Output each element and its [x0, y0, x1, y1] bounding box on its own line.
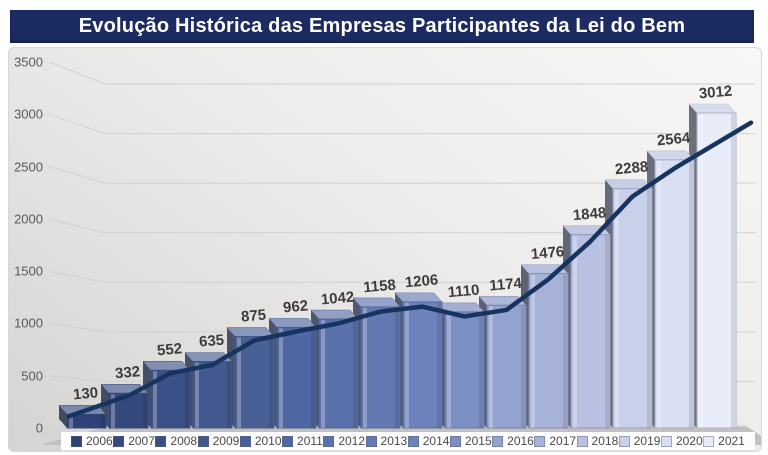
- legend-item-2011: 2011: [282, 434, 323, 448]
- y-tick-3500: 3500: [14, 54, 43, 70]
- legend-item-2018: 2018: [576, 434, 619, 448]
- legend-label-2015: 2015: [464, 434, 492, 448]
- bar-value-label-2017: 1476: [530, 243, 565, 263]
- legend-label-2012: 2012: [338, 434, 366, 448]
- bar-2021: [688, 103, 737, 429]
- bar-value-label-2009: 635: [198, 332, 224, 351]
- legend-label-2006: 2006: [86, 434, 113, 448]
- chart-legend: 2006 2007 2008 2009 2010 2011 2012 2013 2014 2015…: [61, 432, 755, 451]
- bar-value-label-2013: 1158: [363, 277, 397, 297]
- y-tick-500: 500: [21, 368, 43, 384]
- y-tick-0: 0: [35, 420, 43, 436]
- bar-2020: [646, 150, 695, 429]
- legend-swatch-2012: [323, 435, 335, 447]
- bar-value-label-2020: 2564: [656, 129, 691, 149]
- legend-label-2014: 2014: [422, 434, 450, 448]
- legend-label-2020: 2020: [675, 434, 703, 448]
- gridline-3000: [48, 113, 755, 135]
- bar-2018: [562, 225, 611, 429]
- legend-swatch-2006: [71, 435, 82, 447]
- legend-label-2007: 2007: [128, 434, 155, 448]
- gridline-2000: [48, 218, 755, 234]
- legend-swatch-2016: [492, 435, 504, 447]
- legend-item-2015: 2015: [449, 434, 492, 448]
- legend-swatch-2010: [239, 435, 251, 447]
- bar-value-label-2007: 332: [114, 363, 140, 382]
- bar-value-label-2019: 2288: [614, 158, 649, 178]
- bar-value-label-2010: 875: [240, 306, 266, 325]
- legend-item-2013: 2013: [365, 434, 408, 448]
- legend-item-2019: 2019: [618, 434, 661, 448]
- chart-title: Evolução Histórica das Empresas Particip…: [78, 15, 686, 37]
- bar-2016: [478, 295, 527, 429]
- legend-swatch-2013: [365, 435, 377, 447]
- bar-2015: [436, 302, 485, 429]
- legend-swatch-2011: [282, 435, 294, 447]
- bar-value-label-2008: 552: [156, 340, 182, 359]
- legend-item-2020: 2020: [660, 434, 703, 448]
- bar-value-label-2011: 962: [282, 297, 308, 316]
- bar-value-label-2012: 1042: [320, 289, 355, 309]
- y-tick-2000: 2000: [14, 211, 43, 227]
- legend-swatch-2021: [703, 435, 715, 447]
- legend-item-2014: 2014: [407, 434, 450, 448]
- legend-label-2008: 2008: [170, 434, 198, 448]
- chart-title-bar: Evolução Histórica das Empresas Particip…: [10, 10, 754, 43]
- bar-2012: [310, 309, 359, 429]
- y-tick-3000: 3000: [14, 106, 43, 122]
- chart-plot-area: 3012 2564 2288 1848 1476 1174 1110 1206 1158 1042…: [8, 47, 762, 452]
- legend-swatch-2014: [407, 435, 419, 447]
- gridline-2500: [48, 166, 755, 184]
- y-tick-1000: 1000: [14, 315, 43, 331]
- legend-label-2018: 2018: [591, 434, 619, 448]
- legend-item-2012: 2012: [323, 434, 365, 448]
- legend-swatch-2015: [449, 435, 461, 447]
- legend-item-2017: 2017: [534, 434, 576, 448]
- legend-label-2021: 2021: [718, 434, 745, 448]
- bar-value-label-2018: 1848: [572, 204, 607, 224]
- bar-2017: [520, 264, 569, 429]
- legend-label-2010: 2010: [254, 434, 282, 448]
- legend-item-2009: 2009: [197, 434, 240, 448]
- legend-label-2011: 2011: [297, 434, 323, 448]
- legend-label-2019: 2019: [633, 434, 661, 448]
- trend-line: [66, 120, 754, 419]
- legend-swatch-2008: [155, 435, 167, 447]
- legend-label-2013: 2013: [380, 434, 408, 448]
- bar-value-label-2014: 1206: [404, 271, 439, 291]
- bar-2014: [394, 292, 443, 429]
- bar-value-label-2016: 1174: [489, 275, 524, 295]
- legend-swatch-2017: [534, 435, 546, 447]
- y-tick-1500: 1500: [14, 263, 43, 279]
- legend-item-2006: 2006: [71, 434, 113, 448]
- legend-swatch-2009: [197, 435, 209, 447]
- legend-item-2021: 2021: [703, 434, 745, 448]
- bar-value-label-2006: 130: [72, 384, 98, 403]
- legend-label-2016: 2016: [507, 434, 534, 448]
- bar-2006: [58, 405, 107, 429]
- bar-value-label-2015: 1110: [447, 282, 480, 302]
- legend-swatch-2018: [576, 435, 588, 447]
- legend-label-2017: 2017: [549, 434, 577, 448]
- legend-item-2008: 2008: [155, 434, 197, 448]
- y-tick-2500: 2500: [14, 159, 43, 175]
- legend-swatch-2007: [113, 435, 125, 447]
- bar-value-label-2021: 3012: [698, 83, 733, 103]
- chart-canvas: 3012 2564 2288 1848 1476 1174 1110 1206 1158 1042…: [43, 61, 761, 445]
- legend-swatch-2019: [618, 435, 630, 447]
- legend-item-2010: 2010: [239, 434, 282, 448]
- gridline-3500: [48, 61, 755, 85]
- legend-swatch-2020: [660, 435, 672, 447]
- legend-item-2007: 2007: [113, 434, 155, 448]
- legend-label-2009: 2009: [212, 434, 240, 448]
- legend-item-2016: 2016: [492, 434, 534, 448]
